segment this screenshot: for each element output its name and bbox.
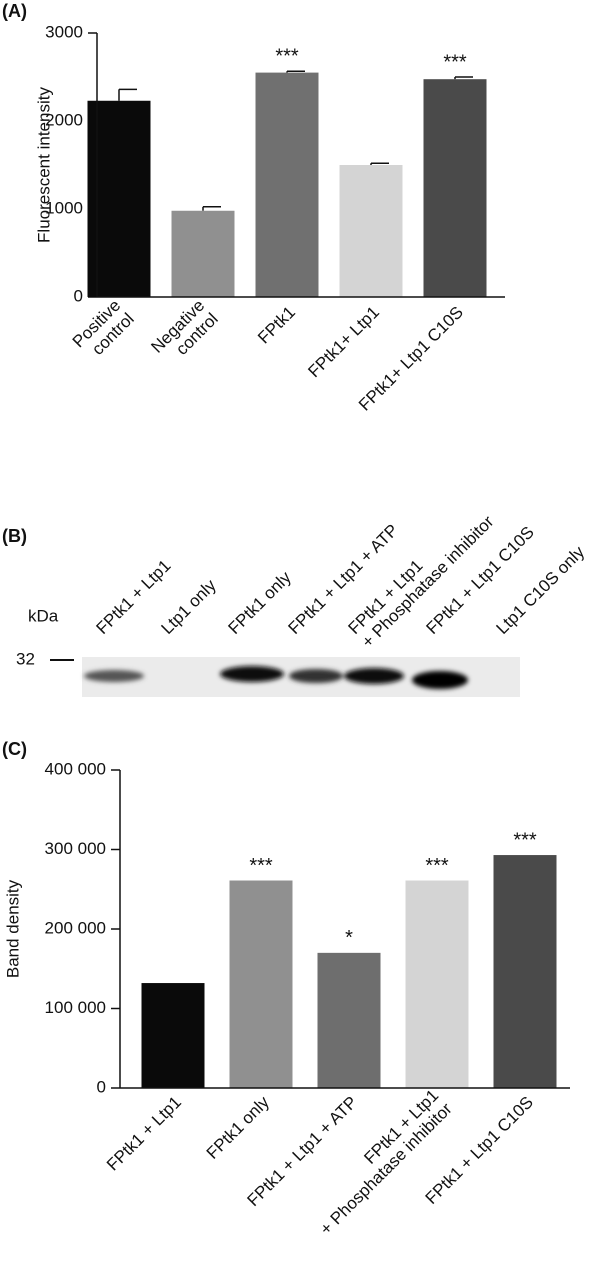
x-tick-label: FPtk1 only xyxy=(203,1092,274,1163)
x-tick-label: FPtk1 + Ltp1 xyxy=(103,1093,185,1175)
bar xyxy=(87,100,151,297)
y-axis-label: Band density xyxy=(3,879,22,978)
band xyxy=(84,670,144,682)
blot-bands xyxy=(84,666,468,689)
band xyxy=(220,666,284,682)
y-tick-label: 1000 xyxy=(45,198,83,217)
unit-label: kDa xyxy=(28,606,59,625)
x-tick-label: FPtk1 + Ltp1+ Phosphatase inhibitor xyxy=(316,1086,456,1239)
bar xyxy=(141,983,205,1088)
significance: *** xyxy=(513,829,537,851)
bar xyxy=(405,880,469,1088)
bar xyxy=(493,855,557,1088)
y-tick-label: 2000 xyxy=(45,110,83,129)
lane-label-line: FPtk1 only xyxy=(225,567,296,638)
y-tick-label: 300 000 xyxy=(45,839,106,858)
bar xyxy=(339,165,403,297)
significance: *** xyxy=(425,855,449,877)
band xyxy=(412,671,468,689)
bar xyxy=(229,880,293,1088)
panel-label: (C) xyxy=(2,739,27,759)
bar xyxy=(255,72,319,297)
y-tick-label: 0 xyxy=(97,1077,106,1096)
y-tick-label: 200 000 xyxy=(45,918,106,937)
lane-label-line: Ltp1 only xyxy=(158,575,221,638)
y-tick-label: 400 000 xyxy=(45,759,106,778)
lane-label: Ltp1 only xyxy=(158,575,221,638)
x-tick-label-line: FPtk1 xyxy=(254,303,299,348)
bar xyxy=(423,79,487,297)
significance: *** xyxy=(249,855,273,877)
panel-label: (B) xyxy=(2,526,27,546)
band xyxy=(344,668,404,684)
y-tick-label: 100 000 xyxy=(45,998,106,1017)
lane-label: FPtk1 only xyxy=(225,567,296,638)
significance: *** xyxy=(275,46,299,68)
panel-label: (A) xyxy=(2,1,27,21)
significance: * xyxy=(345,927,353,949)
y-tick-label: 3000 xyxy=(45,22,83,41)
blot-panel: (B) kDa 32 xyxy=(2,526,520,697)
x-tick-label-line: FPtk1+ Ltp1 xyxy=(304,303,383,382)
bar xyxy=(171,210,235,297)
significance: *** xyxy=(443,51,467,73)
x-tick-label: FPtk1+ Ltp1 xyxy=(304,303,383,382)
x-tick-label: FPtk1 xyxy=(254,303,299,348)
bar xyxy=(317,952,381,1088)
marker-label: 32 xyxy=(16,649,35,668)
x-tick-label-line: FPtk1 + Ltp1 xyxy=(103,1093,185,1175)
x-tick-label-line: FPtk1 only xyxy=(203,1092,274,1163)
y-axis-label: Fluorescent intensity xyxy=(34,87,53,243)
band xyxy=(289,669,343,683)
y-tick-label: 0 xyxy=(74,286,83,305)
